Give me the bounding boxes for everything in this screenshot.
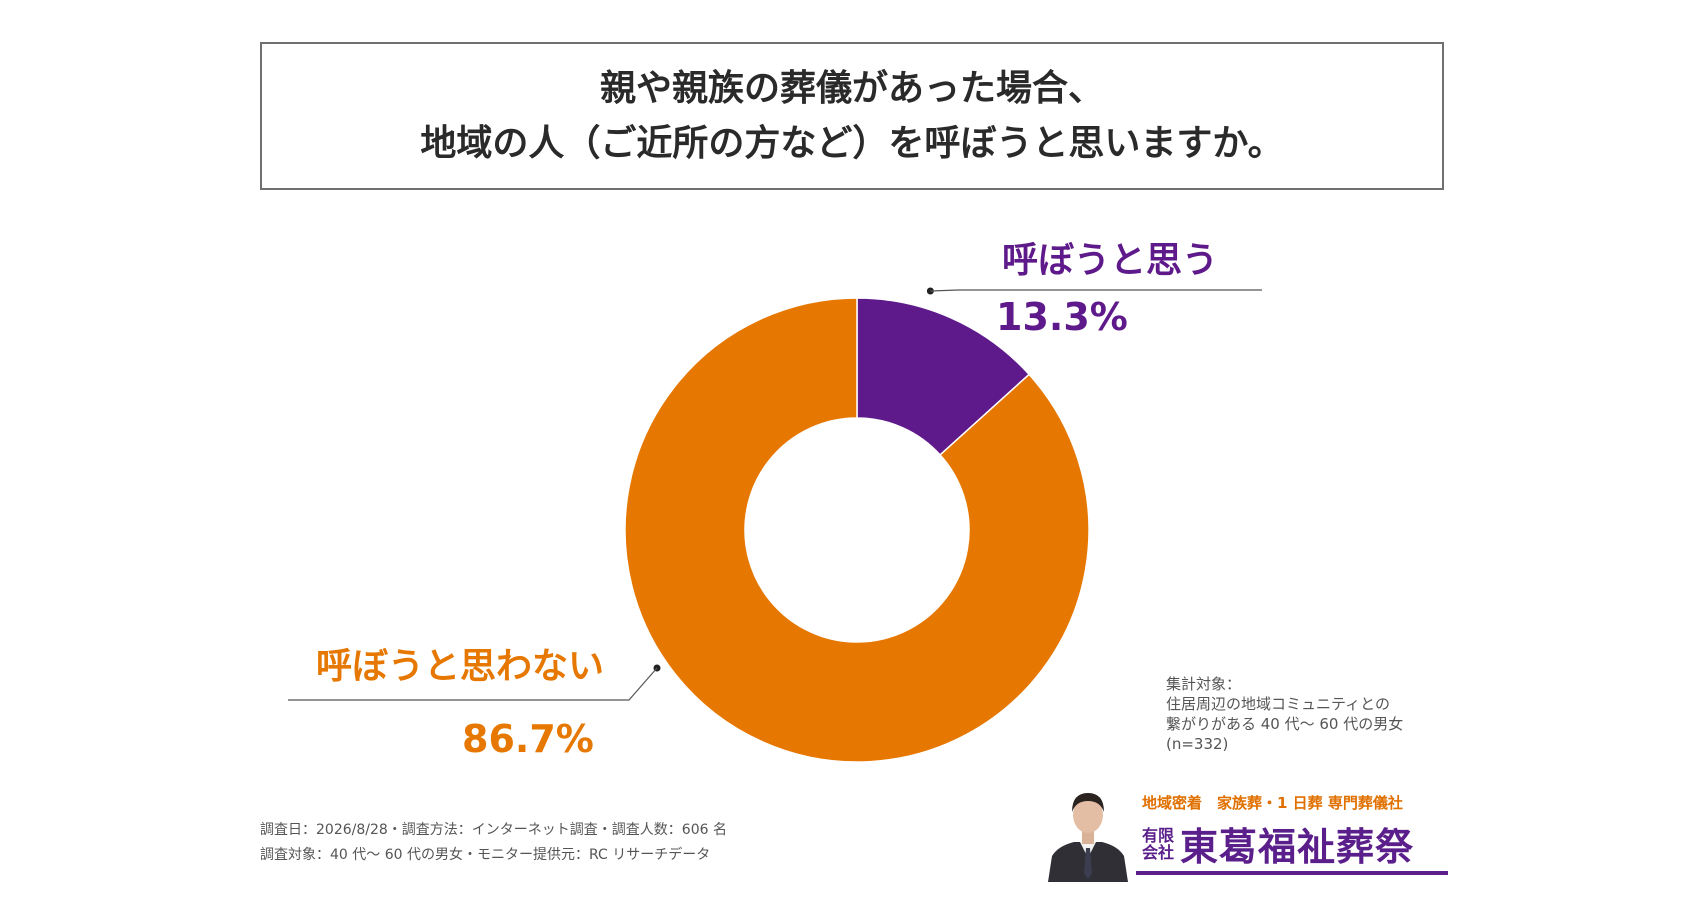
company-type-line-1: 有限 [1142,825,1175,845]
callout-line-1 [288,667,658,701]
slice-value-1: 86.7% [462,717,594,761]
chart-title-line-2: 地域の人（ご近所の方など）を呼ぼうと思いますか。 [420,123,1284,164]
sample-notes: 集計対象： 住居周辺の地域コミュニティとの 繋がりがある 40 代〜 60 代の… [1166,674,1403,754]
company-type-line-2: 会社 [1142,842,1175,862]
slice-1 [624,297,1090,763]
brand-block: 地域密着 家族葬・1 日葬 専門葬儀社 有限 会社 東葛福祉葬祭 [1040,782,1448,886]
footer-line-2: 調査対象：40 代〜 60 代の男女・モニター提供元：RC リサーチデータ [260,847,711,863]
slice-value-0: 13.3% [996,295,1128,339]
staff-photo [1040,782,1136,882]
slice-label-0: 呼ぼうと思う [1002,240,1218,281]
notes-line-4: (n=332) [1166,735,1229,753]
title-box: 親や親族の葬儀があった場合、 地域の人（ご近所の方など）を呼ぼうと思いますか。 [260,42,1444,190]
brand-tagline: 地域密着 家族葬・1 日葬 専門葬儀社 [1142,794,1403,812]
footer-line-1: 調査日：2026/8/28・調査方法：インターネット調査・調査人数：606 名 [260,822,727,838]
slice-0 [856,297,1031,456]
company-logo: 有限 会社 東葛福祉葬祭 [1142,816,1414,871]
company-type: 有限 会社 [1142,827,1174,861]
notes-line-2: 住居周辺の地域コミュニティとの [1166,695,1390,713]
notes-line-3: 繋がりがある 40 代〜 60 代の男女 [1166,715,1404,733]
brand-underline [1136,871,1448,875]
slice-label-1: 呼ぼうと思わない [316,646,604,687]
callout-line-0 [930,289,1262,292]
chart-title-line-1: 親や親族の葬儀があった場合、 [599,68,1104,109]
notes-line-1: 集計対象： [1166,675,1242,693]
survey-footer: 調査日：2026/8/28・調査方法：インターネット調査・調査人数：606 名 … [260,818,727,868]
company-name: 東葛福祉葬祭 [1180,825,1415,869]
